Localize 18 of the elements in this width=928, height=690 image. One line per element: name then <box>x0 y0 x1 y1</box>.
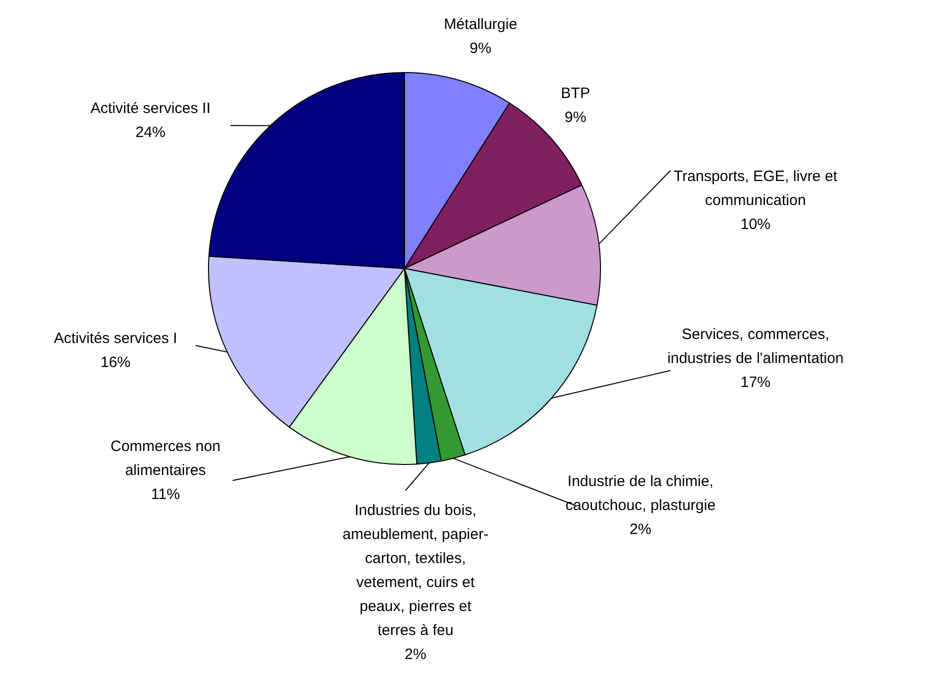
data-label: 10% <box>740 216 771 233</box>
slice-label: Industrie de la chimie, caoutchouc, plasturgie <box>565 473 716 514</box>
data-label: 17% <box>740 374 771 391</box>
data-label: 2% <box>630 521 652 538</box>
data-label: 9% <box>470 40 492 57</box>
slice-label: Commerces non alimentaires <box>110 438 221 479</box>
data-label: 9% <box>564 109 586 126</box>
slice-label: Industries du bois, ameublement, papier-carton, textiles, vetement, cuirs et peaux, pierres et terres à feu <box>342 502 488 639</box>
slice-label: Services, commerces, industries de l'alimentation <box>667 326 844 367</box>
data-label: 11% <box>151 486 180 503</box>
slice-label: BTP <box>560 85 590 102</box>
slice-label: Métallurgie <box>444 16 518 33</box>
slice-label: Transports, EGE, livre et communication <box>674 168 838 209</box>
data-label: 24% <box>135 124 166 141</box>
data-label: 2% <box>404 646 426 663</box>
legend-label: Activités services I <box>54 330 178 347</box>
slice-label: Activité services II <box>90 100 211 117</box>
data-label: 16% <box>100 354 131 371</box>
